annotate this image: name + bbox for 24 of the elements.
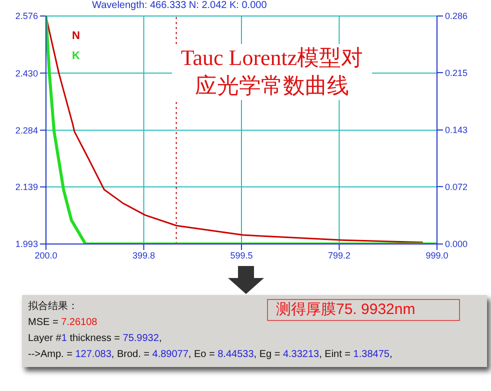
y2-tick-label: 0.286 [445,11,468,22]
y-tick-label: 2.284 [15,125,38,136]
y2-tick-label: 0.000 [445,239,468,250]
x-tick-label: 399.8 [132,250,156,260]
y-tick-label: 2.430 [15,68,38,78]
text: MSE = 7.26108 [28,317,98,328]
text: 测得厚膜75. 9932nm [267,299,460,321]
y2-tick-label: 0.215 [445,68,468,78]
series-label: N [72,30,80,42]
y-tick-label: 1.993 [15,239,38,250]
y2-tick-label: 0.143 [445,125,468,136]
x-tick-label: 999.0 [426,250,448,260]
text: 拟合结果： [28,301,78,312]
x-tick-label: 200.0 [34,250,58,260]
text: -->Amp. = 127.083, Brod. = 4.89077, Eo = 8.44533, Eg = 4.33213, Eint = 1.38475, [28,349,392,360]
text: Tauc Lorentz模型对应光学常数曲线 [172,44,372,100]
y-tick-label: 2.139 [15,182,38,192]
x-tick-label: 599.5 [230,250,253,260]
x-tick-label: 799.2 [328,250,350,260]
y-tick-label: 2.576 [15,11,38,22]
chart-subtitle: Wavelength: 466.333 N: 2.042 K: 0.000 [92,0,267,11]
text: K [72,50,80,62]
text: Layer #1 thickness = 75.9932, [28,333,162,344]
y2-tick-label: 0.072 [445,182,468,192]
